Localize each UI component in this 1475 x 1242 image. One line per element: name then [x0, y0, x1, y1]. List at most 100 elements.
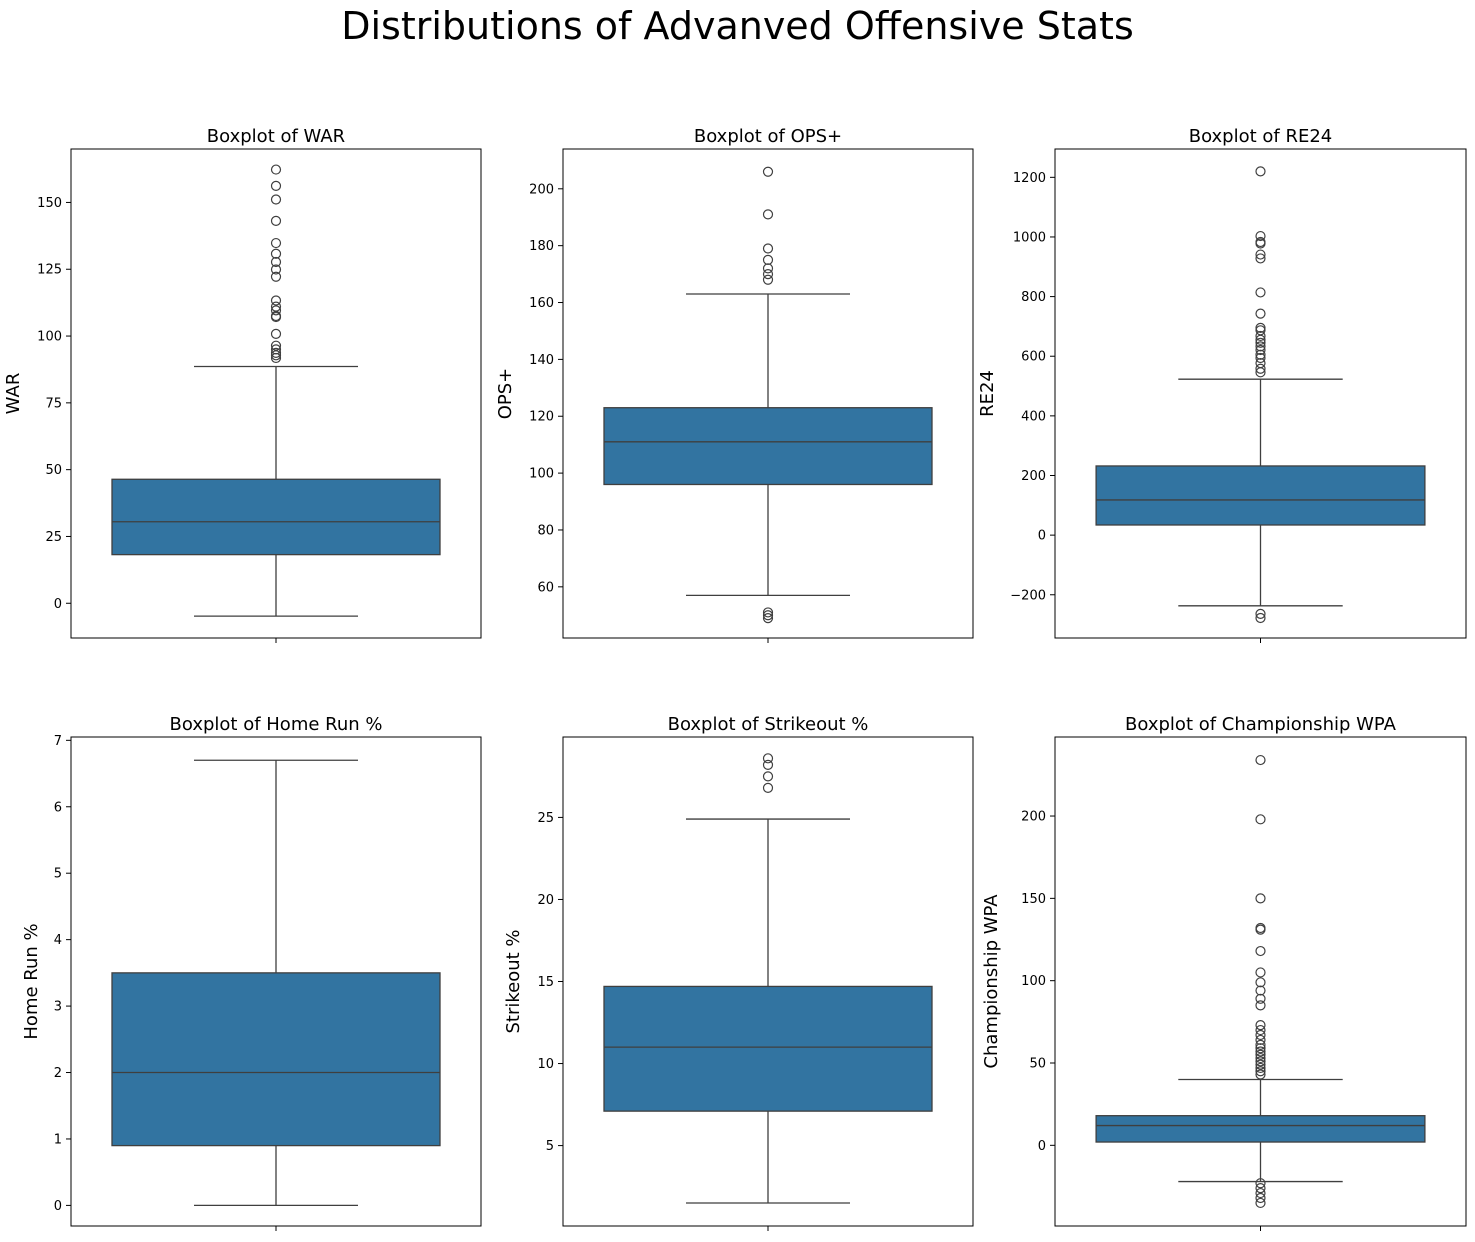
- outlier-point: [1255, 330, 1266, 342]
- outlier-point: [762, 209, 774, 220]
- outlier-point: [1255, 1197, 1266, 1209]
- y-tick-label: 5: [546, 1139, 554, 1154]
- outlier-point: [1255, 1029, 1266, 1041]
- subplot-title: Boxplot of Home Run %: [170, 714, 383, 735]
- y-tick-label: 15: [537, 975, 554, 990]
- y-tick-label: 1200: [1013, 171, 1046, 186]
- subplot-4: Boxplot of Home Run % Home Run % 0 1 2 3 4 5 6 7: [21, 714, 482, 1231]
- outlier-point: [1255, 1052, 1266, 1064]
- outlier-point: [270, 295, 282, 306]
- outlier-point: [1255, 1192, 1266, 1204]
- outlier-point: [1255, 1062, 1266, 1074]
- y-tick-label: 75: [45, 396, 62, 411]
- y-tick-label: 2: [54, 1066, 62, 1081]
- y-tick-label: 125: [37, 263, 62, 278]
- outlier-point: [1255, 337, 1266, 348]
- outlier-point: [270, 248, 282, 259]
- subplot-5: Boxplot of Strikeout % Strikeout % 5 10 15 20…: [503, 714, 974, 1231]
- outlier-point: [1255, 253, 1266, 264]
- outlier-point: [1255, 967, 1266, 978]
- y-axis-label: Championship WPA: [981, 894, 1002, 1069]
- outlier-point: [1255, 754, 1266, 766]
- y-tick-label: 100: [1021, 974, 1046, 989]
- outlier-point: [762, 263, 774, 274]
- outlier-point: [270, 237, 282, 249]
- y-tick-label: 60: [537, 580, 554, 595]
- outlier-point: [1255, 893, 1266, 904]
- plot-frame: [1054, 148, 1467, 639]
- outlier-point: [1255, 1039, 1266, 1050]
- outlier-point: [1255, 1043, 1266, 1054]
- iqr-box: [1095, 1115, 1426, 1143]
- outlier-point: [1255, 1056, 1266, 1067]
- outlier-point: [270, 256, 282, 268]
- subplot-title: Boxplot of Championship WPA: [1125, 714, 1397, 735]
- outlier-point: [762, 254, 774, 265]
- outlier-point: [1255, 993, 1266, 1004]
- outlier-point: [1255, 363, 1266, 374]
- y-tick-label: 10: [537, 1057, 554, 1072]
- outlier-point: [1255, 1069, 1266, 1080]
- outlier-point: [1255, 1024, 1266, 1036]
- outlier-point: [1255, 924, 1266, 935]
- outlier-point: [762, 753, 774, 764]
- y-tick-label: 180: [529, 239, 554, 254]
- plot-frame: [70, 736, 482, 1227]
- subplot-1: Boxplot of WAR WAR 0 25 50 75 100 125 150: [3, 126, 482, 643]
- outlier-point: [1255, 1187, 1266, 1199]
- y-tick-label: −200: [1010, 588, 1046, 603]
- y-tick-label: 400: [1021, 409, 1046, 424]
- outlier-point: [762, 759, 774, 770]
- y-tick-label: 50: [45, 463, 62, 478]
- outlier-point: [1255, 166, 1266, 177]
- y-tick-label: 1000: [1013, 230, 1046, 245]
- y-tick-label: 0: [1038, 529, 1046, 544]
- y-tick-label: 200: [529, 182, 554, 197]
- subplot-2: Boxplot of OPS+ OPS+ 60 80 100 120 140 160 180 20…: [495, 126, 974, 643]
- y-axis-label: RE24: [977, 370, 998, 417]
- y-tick-label: 800: [1021, 290, 1046, 305]
- outlier-point: [1255, 814, 1266, 825]
- subplot-title: Boxplot of OPS+: [694, 126, 842, 147]
- outlier-point: [270, 264, 282, 275]
- outlier-point: [1255, 1020, 1266, 1031]
- outlier-point: [1255, 985, 1266, 996]
- y-tick-label: 0: [54, 1199, 62, 1214]
- y-tick-label: 20: [537, 893, 554, 908]
- y-tick-label: 600: [1021, 350, 1046, 365]
- outlier-point: [1255, 1183, 1266, 1194]
- outlier-point: [1255, 1000, 1266, 1011]
- outlier-point: [1255, 344, 1266, 356]
- iqr-box: [603, 985, 933, 1112]
- outlier-point: [1255, 249, 1266, 260]
- outlier-point: [270, 305, 282, 316]
- outlier-point: [762, 610, 774, 621]
- outlier-point: [270, 347, 282, 358]
- y-tick-label: 50: [1029, 1057, 1046, 1072]
- outlier-point: [1255, 1066, 1266, 1077]
- iqr-box: [603, 407, 933, 486]
- y-tick-label: 150: [37, 196, 62, 211]
- subplot-3: Boxplot of RE24 RE24 −200 0 200 400 600 800 1000…: [977, 126, 1467, 643]
- y-tick-label: 200: [1021, 810, 1046, 825]
- plot-frame: [70, 148, 482, 639]
- outlier-point: [1255, 612, 1266, 624]
- outlier-point: [1255, 308, 1266, 319]
- outlier-point: [270, 328, 282, 340]
- y-tick-label: 1: [54, 1132, 62, 1147]
- outlier-point: [1255, 287, 1266, 298]
- y-tick-label: 140: [529, 353, 554, 368]
- outlier-point: [1255, 977, 1266, 988]
- subplot-title: Boxplot of WAR: [207, 126, 345, 147]
- outlier-point: [1255, 349, 1266, 360]
- outlier-point: [1255, 1059, 1266, 1070]
- plot-frame: [1054, 736, 1467, 1227]
- y-axis-label: WAR: [3, 373, 24, 415]
- y-tick-label: 100: [529, 467, 554, 482]
- y-tick-label: 0: [54, 597, 62, 612]
- outlier-point: [270, 350, 282, 361]
- outlier-point: [1255, 945, 1266, 957]
- outlier-point: [1255, 367, 1266, 378]
- y-tick-label: 5: [54, 867, 62, 882]
